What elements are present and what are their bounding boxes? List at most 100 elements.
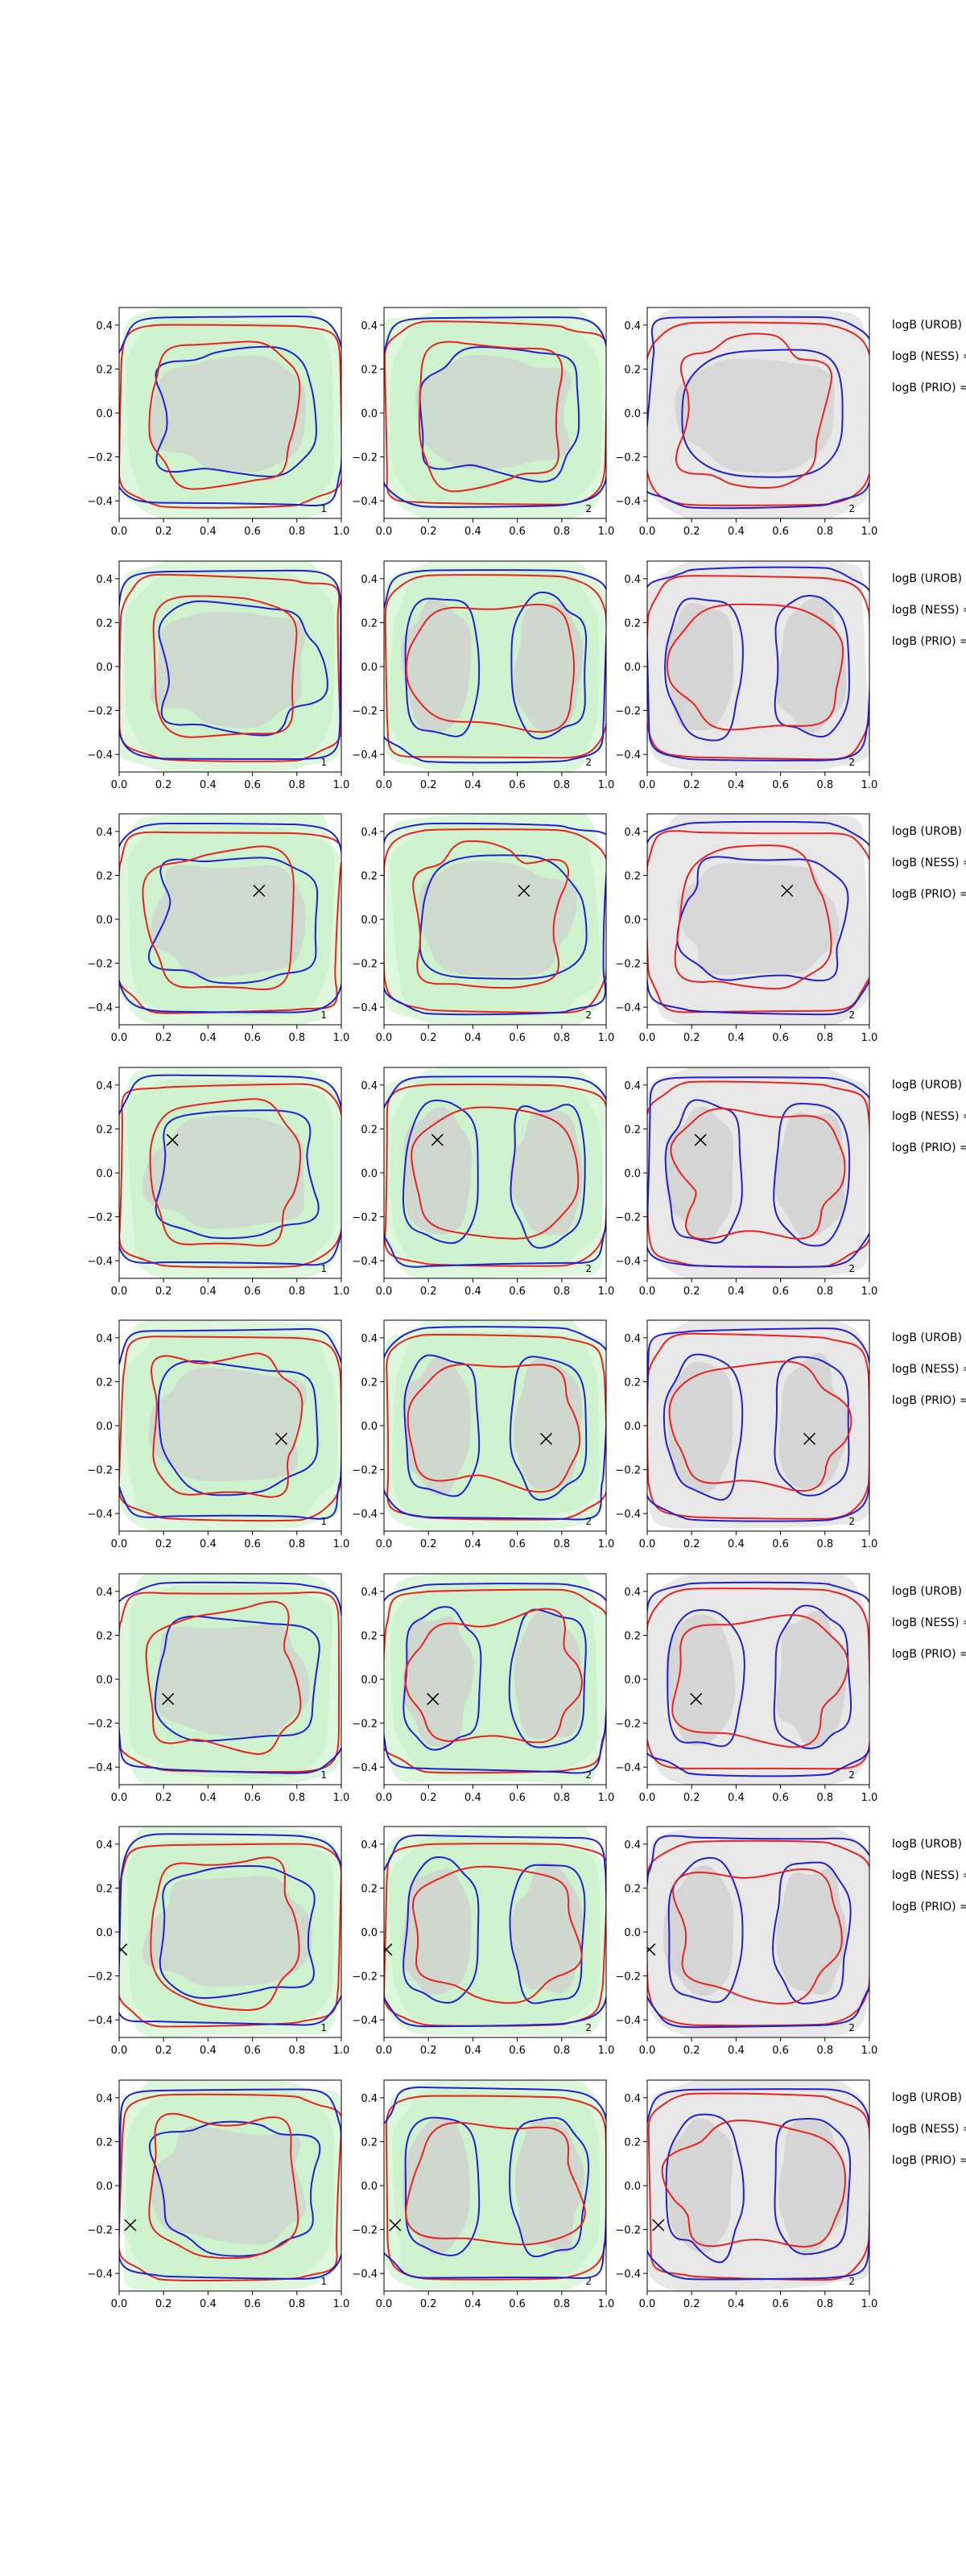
x-tick-label: 0.6 [244, 2045, 261, 2057]
panel-badge: 2 [585, 2022, 592, 2033]
x-tick-label: 0.2 [420, 2298, 437, 2310]
panel-badge: 2 [585, 503, 592, 514]
row-label-logb: logB (NESS) = [892, 2123, 966, 2136]
y-tick-label: 0.2 [361, 1377, 378, 1389]
red-contour-inner [670, 1108, 846, 1241]
x-tick-label: 0.4 [464, 1792, 481, 1804]
panel-plot-area [119, 1067, 341, 1278]
y-tick-label: 0.4 [624, 1587, 641, 1599]
y-tick-label: 0.4 [96, 827, 113, 839]
blue-contour-outer [119, 1327, 341, 1520]
blue-contour-inner-right [774, 595, 851, 738]
x-tick-label: 0.6 [509, 779, 526, 791]
x-tick-label: 0.6 [244, 1032, 261, 1044]
row-label-logb: logB (UROB) = [892, 319, 966, 332]
y-tick-label: −0.2 [87, 1971, 113, 1984]
y-tick-label: 0.2 [361, 2136, 378, 2149]
y-tick-label: −0.2 [352, 1212, 378, 1224]
blue-contour-outer [647, 820, 869, 1016]
x-tick-label: 0.0 [639, 2045, 656, 2057]
x-tick-label: 0.8 [553, 1286, 570, 1298]
y-tick-label: 0.4 [361, 2093, 378, 2105]
x-tick-label: 0.2 [155, 1032, 172, 1044]
x-tick-label: 0.4 [464, 2045, 481, 2057]
x-tick-label: 0.0 [639, 2298, 656, 2310]
x-tick-label: 0.8 [553, 1032, 570, 1044]
x-tick-label: 0.0 [111, 1032, 128, 1044]
x-tick-label: 0.6 [509, 2298, 526, 2310]
x-tick-label: 0.0 [111, 1538, 128, 1550]
red-contour-outer [119, 1083, 341, 1269]
true-value-marker [119, 1943, 128, 1956]
x-tick-label: 0.8 [288, 1792, 305, 1804]
y-tick-label: −0.4 [87, 1002, 113, 1014]
x-tick-label: 0.0 [376, 2045, 393, 2057]
x-tick-label: 0.8 [553, 1538, 570, 1550]
inner-mode [675, 358, 835, 473]
blue-contour-inner [148, 2120, 321, 2257]
x-tick-label: 0.6 [509, 1538, 526, 1550]
y-tick-label: 0.2 [624, 364, 641, 376]
panel-r7-c1: 1 0.0 0.2 0.4 0.6 0.8 1.0 0.4 0.2 0.0 −0.2 −0.4 [87, 1826, 350, 2057]
x-tick-label: 1.0 [598, 2045, 615, 2057]
x-tick-label: 1.0 [861, 1792, 878, 1804]
panel-r2-c3: 2 0.0 0.2 0.4 0.6 0.8 1.0 0.4 0.2 0.0 −0.2 −0.4 [615, 560, 877, 791]
x-tick-label: 1.0 [861, 1286, 878, 1298]
y-tick-label: −0.2 [615, 1971, 641, 1984]
true-value-marker [427, 1693, 440, 1706]
blue-contour-inner [159, 1865, 316, 2000]
y-tick-label: 0.0 [361, 1421, 378, 1433]
panel-plot-area [647, 561, 869, 771]
y-tick-label: −0.2 [615, 1465, 641, 1477]
blue-contour-outer [647, 2088, 869, 2281]
x-tick-label: 0.2 [683, 2298, 700, 2310]
y-tick-label: 0.2 [361, 617, 378, 630]
true-value-marker [389, 2219, 402, 2231]
y-tick-label: 0.4 [96, 1839, 113, 1852]
y-tick-label: 0.4 [96, 320, 113, 332]
y-tick-label: −0.2 [87, 1465, 113, 1477]
red-contour-outer [119, 324, 341, 509]
x-tick-label: 0.8 [553, 2298, 570, 2310]
y-tick-label: −0.4 [352, 1762, 378, 1774]
blue-contour-inner-right [510, 591, 588, 740]
y-tick-label: −0.2 [615, 706, 641, 718]
x-tick-label: 0.8 [553, 1792, 570, 1804]
blue-contour-outer [647, 1076, 869, 1268]
y-tick-label: −0.2 [615, 959, 641, 971]
x-tick-label: 0.4 [464, 1538, 481, 1550]
red-contour-outer [386, 1333, 606, 1521]
inner-mode-left [666, 602, 734, 731]
red-contour-inner [661, 2120, 846, 2248]
panel-plot-area [647, 2080, 869, 2291]
x-tick-label: 0.4 [728, 2298, 745, 2310]
x-tick-label: 0.0 [639, 779, 656, 791]
row-label-logb: logB (NESS) = [892, 1616, 966, 1629]
inner-mode-left [402, 1616, 474, 1747]
x-tick-label: 0.8 [816, 1032, 833, 1044]
y-tick-label: 0.4 [361, 1587, 378, 1599]
panel-r5-c2: 2 0.0 0.2 0.4 0.6 0.8 1.0 0.4 0.2 0.0 −0.2 −0.4 [352, 1319, 614, 1550]
blue-contour-inner [681, 349, 844, 478]
y-tick-label: 0.4 [361, 320, 378, 332]
y-tick-label: −0.2 [352, 1971, 378, 1984]
red-contour-inner [418, 341, 564, 493]
x-tick-label: 0.8 [288, 2298, 305, 2310]
y-tick-label: −0.2 [615, 1719, 641, 1731]
panel-r7-c3: 2 0.0 0.2 0.4 0.6 0.8 1.0 0.4 0.2 0.0 −0.2 −0.4 [615, 1826, 877, 2057]
red-contour-inner [405, 603, 576, 733]
y-tick-label: 0.2 [624, 870, 641, 882]
x-tick-label: 0.2 [420, 779, 437, 791]
x-tick-label: 0.4 [728, 779, 745, 791]
blue-contour-inner-left [402, 1100, 479, 1245]
x-tick-label: 1.0 [333, 2045, 350, 2057]
panel-r2-c1: 1 0.0 0.2 0.4 0.6 0.8 1.0 0.4 0.2 0.0 −0.2 −0.4 [87, 560, 349, 791]
panel-badge: 2 [848, 1516, 855, 1527]
panel-plot-area [384, 1827, 606, 2037]
x-tick-label: 1.0 [598, 779, 615, 791]
panel-plot-area [119, 814, 341, 1025]
x-tick-label: 0.2 [683, 1538, 700, 1550]
inner-mode [148, 1368, 308, 1481]
panel-r1-c2: 2 0.0 0.2 0.4 0.6 0.8 1.0 0.4 0.2 0.0 −0.2 −0.4 [352, 307, 614, 538]
blue-contour-inner-right [772, 1861, 852, 2004]
